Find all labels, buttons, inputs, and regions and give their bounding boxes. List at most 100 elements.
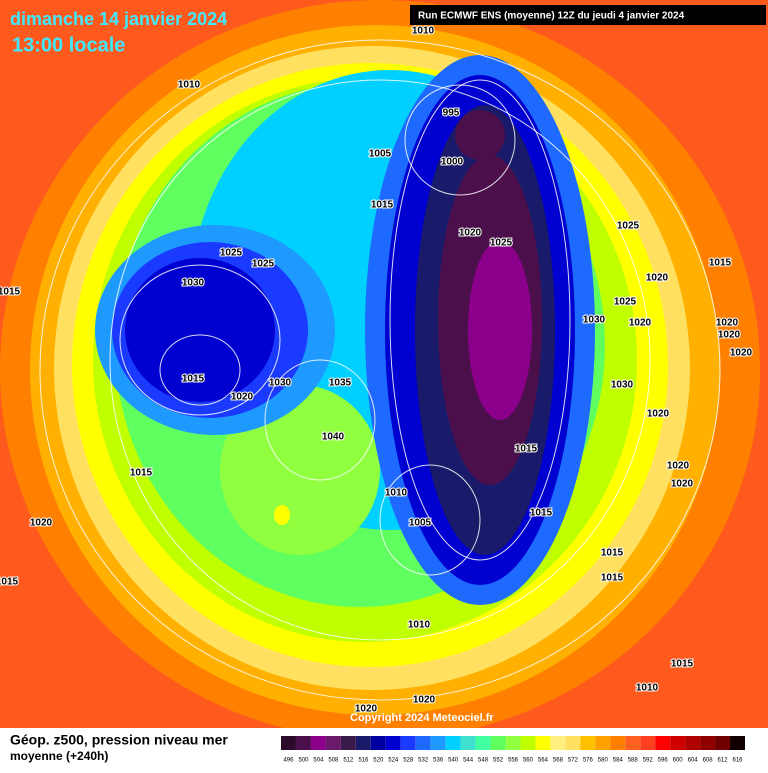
footer-title: Géop. z500, pression niveau mer (10, 732, 228, 748)
colorbar-label: 544 (463, 758, 474, 764)
colorbar-label: 560 (523, 758, 534, 764)
colorbar-swatch (340, 736, 356, 750)
colorbar-label: 552 (493, 758, 504, 764)
colorbar-swatch (355, 736, 371, 750)
isobar-label: 1020 (647, 409, 670, 420)
colorbar-label: 580 (598, 758, 609, 764)
colorbar-label: 596 (658, 758, 669, 764)
time: 13:00 locale (12, 34, 125, 56)
colorbar-swatch (610, 736, 626, 750)
isobar-label: 1020 (646, 273, 669, 284)
colorbar-label: 600 (673, 758, 684, 764)
colorbar-swatch (400, 736, 416, 750)
colorbar-label: 528 (403, 758, 414, 764)
colorbar-label: 532 (418, 758, 429, 764)
isobar-label: 1015 (671, 659, 694, 670)
colorbar-label: 540 (448, 758, 459, 764)
isobar-label: 1015 (530, 508, 553, 519)
isobar-label: 1025 (614, 297, 637, 308)
colorbar-label: 500 (298, 758, 309, 764)
colorbar-swatch (565, 736, 581, 750)
colorbar-label: 548 (478, 758, 489, 764)
colorbar: 496 500 504 508 512 516 520 524 528 532 536 540 544 5… (281, 736, 745, 764)
colorbar-label: 604 (688, 758, 699, 764)
isobar-label: 1005 (369, 149, 392, 160)
isobar-label: 1010 (178, 80, 201, 91)
colorbar-swatch (325, 736, 341, 750)
isobar-label: 1035 (329, 378, 352, 389)
isobar-label: 995 (443, 108, 460, 119)
colorbar-swatch (730, 736, 745, 750)
colorbar-swatch (430, 736, 446, 750)
isobar-label: 1025 (617, 221, 640, 232)
isobar-label: 1020 (459, 228, 482, 239)
isobar-label: 1020 (730, 348, 753, 359)
colorbar-label: 536 (433, 758, 444, 764)
isobar-label: 1040 (322, 432, 345, 443)
colorbar-label: 556 (508, 758, 519, 764)
isobar-labels: 1010 1010 995 1005 1000 1015 1020 1025 1025 1025 1… (0, 25, 754, 716)
isobar-label: 1015 (371, 200, 394, 211)
isobar-label: 1005 (409, 518, 432, 529)
isobar-label: 1030 (269, 378, 292, 389)
colorbar-label: 568 (553, 758, 564, 764)
colorbar-swatch (295, 736, 311, 750)
colorbar-swatch (715, 736, 731, 750)
colorbar-swatch (505, 736, 521, 750)
colorbar-swatch (625, 736, 641, 750)
colorbar-swatch (685, 736, 701, 750)
colorbar-label: 592 (643, 758, 654, 764)
isobar-label: 1020 (671, 479, 694, 490)
colorbar-label: 516 (358, 758, 369, 764)
isobar-label: 1015 (0, 577, 19, 588)
colorbar-swatch (385, 736, 401, 750)
colorbar-swatch (520, 736, 536, 750)
colorbar-swatch (475, 736, 491, 750)
colorbar-swatch (580, 736, 596, 750)
colorbar-swatch (490, 736, 506, 750)
run-box (410, 5, 766, 25)
colorbar-label: 572 (568, 758, 579, 764)
isobar-label: 1015 (601, 548, 624, 559)
colorbar-swatch (535, 736, 551, 750)
colorbar-swatch (640, 736, 656, 750)
colorbar-label: 616 (733, 758, 744, 764)
isobar-label: 1020 (413, 695, 436, 706)
isobar-label: 1015 (515, 444, 538, 455)
colorbar-label: 524 (388, 758, 399, 764)
colorbar-label: 512 (343, 758, 354, 764)
colorbar-swatch (670, 736, 686, 750)
isobar-label: 1015 (601, 573, 624, 584)
colorbar-label: 564 (538, 758, 549, 764)
colorbar-label: 612 (718, 758, 729, 764)
map-field (0, 0, 768, 740)
colorbar-swatch (700, 736, 716, 750)
colorbar-label: 584 (613, 758, 624, 764)
isobar-label: 1020 (716, 318, 739, 329)
isobar-label: 1000 (441, 157, 464, 168)
date: dimanche 14 janvier 2024 (10, 9, 227, 29)
colorbar-label: 504 (313, 758, 324, 764)
isobar-label: 1010 (636, 683, 659, 694)
colorbar-swatch (550, 736, 566, 750)
colorbar-label: 588 (628, 758, 639, 764)
colorbar-swatch (460, 736, 476, 750)
colorbar-swatch (445, 736, 461, 750)
isobar-label: 1020 (629, 318, 652, 329)
colorbar-swatch (281, 736, 296, 750)
colorbar-swatch (310, 736, 326, 750)
isobar-label: 1020 (355, 704, 378, 715)
isobar-label: 1010 (408, 620, 431, 631)
colorbar-swatch (595, 736, 611, 750)
isobar-label: 1025 (252, 259, 275, 270)
isobar-label: 1030 (583, 315, 606, 326)
isobar-label: 1015 (709, 258, 732, 269)
copyright: Copyright 2024 Meteociel.fr (350, 712, 494, 724)
colorbar-label: 508 (328, 758, 339, 764)
isobar-label: 1010 (385, 488, 408, 499)
footer-subtitle: moyenne (+240h) (10, 749, 108, 763)
isobar-label: 1015 (0, 287, 21, 298)
isobar-label: 1020 (231, 392, 254, 403)
colorbar-label: 608 (703, 758, 714, 764)
